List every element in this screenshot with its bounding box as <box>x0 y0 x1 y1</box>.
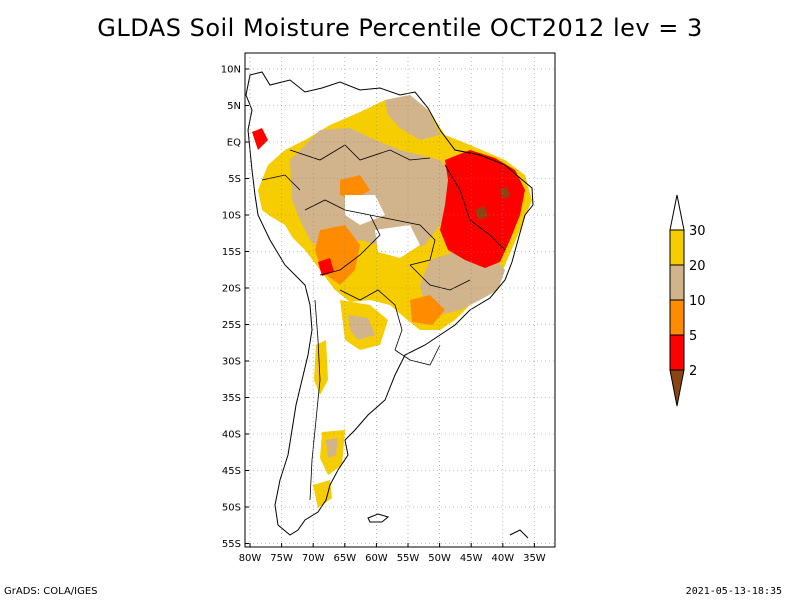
field-yellow-patagonia-2 <box>313 480 332 508</box>
field-tan-chaco <box>348 315 375 340</box>
lat-tick-label: 45S <box>222 466 241 477</box>
lat-tick-label: 10N <box>221 65 241 76</box>
lat-tick-label: EQ <box>227 138 241 149</box>
field-tan-guiana <box>385 95 440 140</box>
lon-tick-label: 70W <box>302 553 325 564</box>
lat-tick-label: 40S <box>222 430 241 441</box>
legend-label-20: 20 <box>689 259 706 274</box>
lat-tick-label: 35S <box>222 393 241 404</box>
lon-tick-label: 80W <box>239 553 262 564</box>
lat-tick-label: 15S <box>222 247 241 258</box>
coastline <box>245 71 534 536</box>
lon-tick-label: 35W <box>523 553 546 564</box>
lon-tick-label: 50W <box>428 553 451 564</box>
lon-tick-label: 45W <box>460 553 483 564</box>
legend-below-2 <box>669 369 685 407</box>
field-yellow-chile <box>314 340 328 395</box>
lon-tick-labels: 80W 75W 70W 65W 60W 55W 50W 45W 40W 35W <box>239 543 546 564</box>
field-white-2 <box>345 195 385 225</box>
lon-tick-label: 40W <box>491 553 514 564</box>
lat-tick-label: 5N <box>227 101 241 112</box>
falklands <box>367 513 390 523</box>
legend-label-2: 2 <box>689 364 697 379</box>
legend-20-30 <box>669 229 685 266</box>
field-white-3 <box>260 210 300 260</box>
lon-tick-label: 55W <box>397 553 420 564</box>
legend-label-30: 30 <box>689 224 706 239</box>
lat-tick-label: 5S <box>228 174 241 185</box>
legend-5-10 <box>669 299 685 336</box>
field-red-west <box>252 128 268 150</box>
field-red-spot <box>318 258 334 276</box>
legend-2-5 <box>669 334 685 371</box>
legend-label-10: 10 <box>689 294 706 309</box>
south-georgia <box>509 529 529 539</box>
legend-10-20 <box>669 264 685 301</box>
footer-credit: GrADS: COLA/IGES <box>4 586 98 597</box>
country-borders <box>261 144 506 501</box>
field-tan-patagonia <box>326 438 338 458</box>
map-title: GLDAS Soil Moisture Percentile OCT2012 l… <box>97 14 703 42</box>
field-white-1 <box>375 225 420 258</box>
lat-tick-label: 10S <box>222 211 241 222</box>
field-brown-1 <box>475 206 488 220</box>
lat-tick-labels: 10N 5N EQ 5S 10S 15S 20S 25S 30S 35S 40S 45S 50S 55S <box>221 65 249 550</box>
lon-tick-label: 60W <box>365 553 388 564</box>
legend-label-5: 5 <box>689 329 697 344</box>
field-orange-2 <box>410 295 445 325</box>
legend-above-30 <box>669 194 685 231</box>
lon-tick-label: 65W <box>333 553 356 564</box>
footer-timestamp: 2021-05-13-18:35 <box>685 586 782 597</box>
lat-tick-label: 25S <box>222 320 241 331</box>
lat-tick-label: 30S <box>222 357 241 368</box>
lon-tick-label: 75W <box>270 553 293 564</box>
color-legend: 30 20 10 5 2 <box>669 194 706 407</box>
lat-tick-label: 55S <box>222 539 241 550</box>
lat-tick-label: 50S <box>222 503 241 514</box>
lat-tick-label: 20S <box>222 284 241 295</box>
field-orange-3 <box>340 175 370 200</box>
